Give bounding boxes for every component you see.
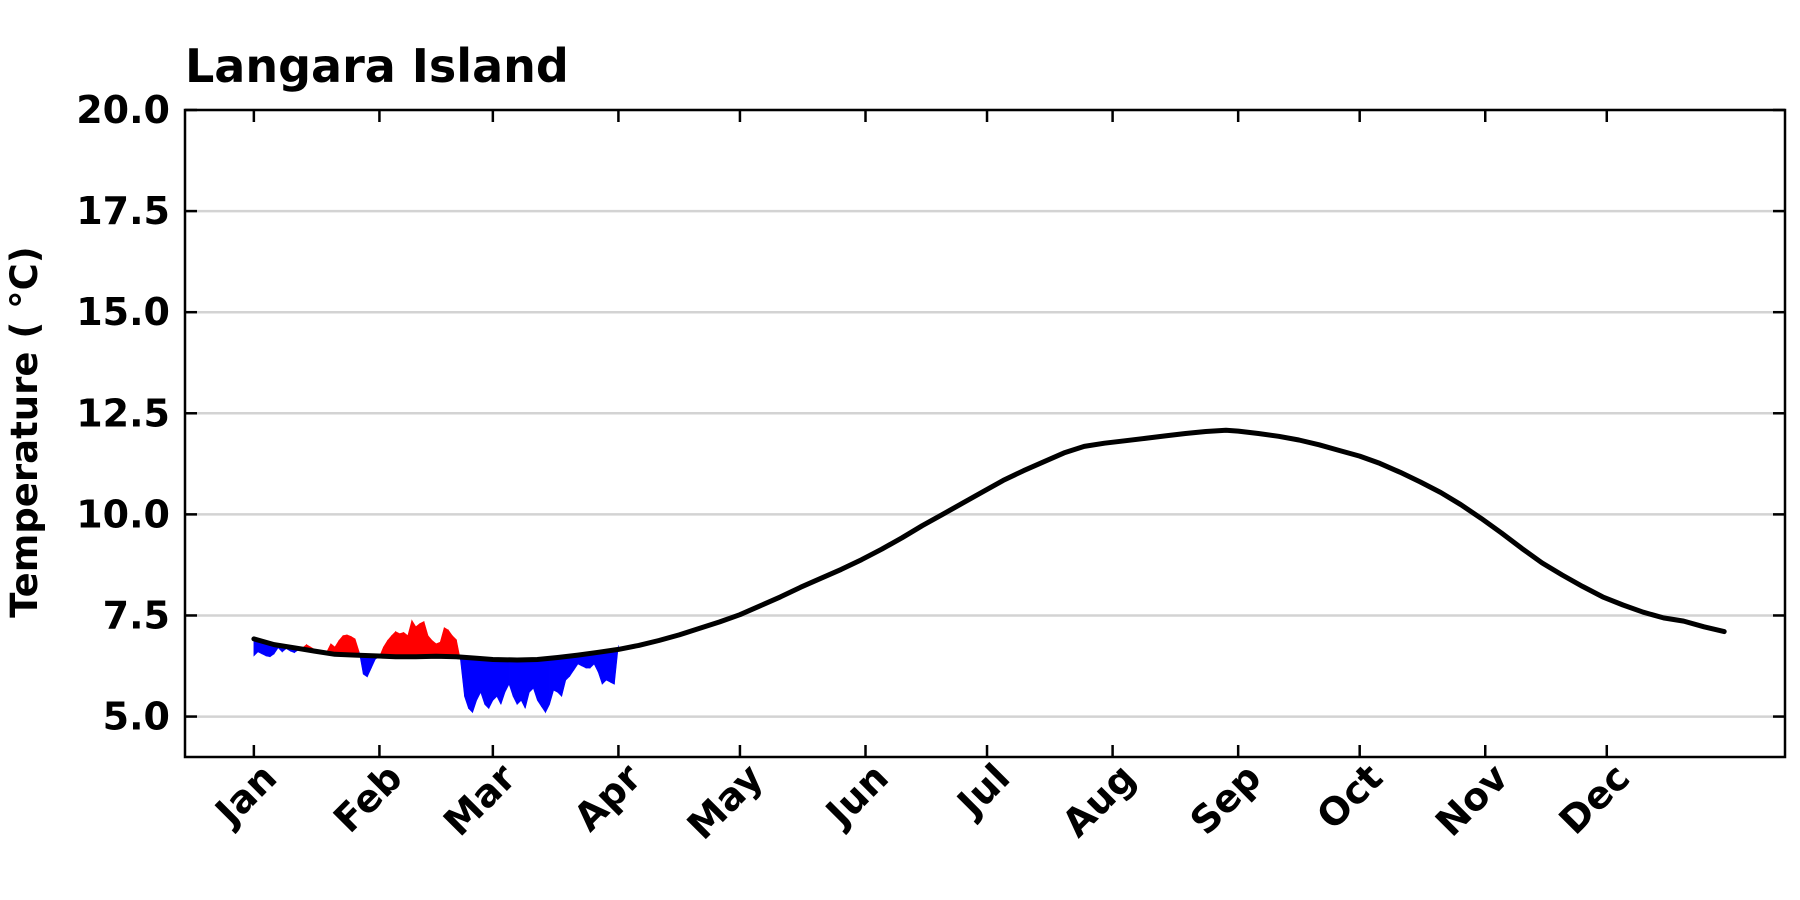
anomaly-below-segment: [561, 656, 567, 697]
anomaly-below-segment: [460, 656, 465, 697]
anomaly-above-segment: [342, 634, 348, 656]
anomaly-below-segment: [610, 649, 615, 685]
anomaly-above-segment: [423, 621, 429, 657]
x-tick-label: Dec: [1551, 755, 1639, 843]
anomaly-below-segment: [512, 659, 518, 705]
tick-marks: [185, 108, 1785, 757]
x-tick-labels: Jan Feb Mar Apr May Jun Jul Aug Sep Oct Nov Dec: [205, 755, 1638, 848]
x-tick-label: Jul: [947, 755, 1019, 827]
anomaly-below-segment: [557, 656, 563, 698]
anomaly-below-segment: [488, 658, 494, 709]
x-tick-label: Jan: [205, 755, 285, 835]
anomaly-below-segment: [524, 659, 530, 709]
anomaly-above-segment: [452, 634, 457, 658]
anomaly-below-segment: [565, 655, 571, 681]
anomaly-below-segment: [569, 655, 575, 678]
anomaly-above-segment: [403, 631, 409, 658]
anomaly-below-segment: [468, 657, 473, 714]
x-tick-label: Sep: [1182, 755, 1270, 843]
x-tick-label: Feb: [325, 755, 411, 841]
anomaly-below-segment: [504, 659, 510, 693]
anomaly-below-segment: [366, 655, 372, 678]
x-tick-label: Oct: [1308, 755, 1391, 838]
anomaly-below-segment: [476, 658, 481, 701]
anomaly-above-segment: [338, 634, 344, 655]
y-tick-label: 20.0: [76, 88, 170, 132]
y-tick-label: 12.5: [76, 391, 170, 435]
x-tick-label: Nov: [1427, 755, 1517, 845]
anomaly-above-segment: [439, 627, 445, 657]
climatology-group: [251, 427, 1727, 663]
x-tick-label: Mar: [435, 755, 524, 844]
anomaly-above-segment: [415, 622, 421, 658]
anomaly-above-segment: [443, 627, 449, 657]
anomaly-fills: [253, 619, 619, 714]
y-tick-labels: 5.0 7.5 10.0 12.5 15.0 17.5 20.0: [76, 88, 170, 739]
anomaly-below-segment: [492, 659, 498, 702]
anomaly-below-segment: [516, 659, 522, 706]
anomaly-below-segment: [597, 651, 603, 685]
y-tick-label: 10.0: [76, 492, 170, 536]
anomaly-above-segment: [411, 619, 417, 658]
anomaly-above-segment: [391, 630, 396, 658]
anomaly-below-segment: [533, 659, 538, 701]
x-tick-label: Aug: [1054, 755, 1144, 845]
anomaly-above-segment: [395, 631, 400, 658]
anomaly-below-segment: [480, 658, 486, 705]
anomaly-above-segment: [427, 634, 433, 657]
anomaly-below-segment: [537, 658, 542, 708]
y-tick-label: 5.0: [103, 695, 170, 739]
anomaly-above-segment: [346, 634, 352, 656]
anomaly-below-segment: [549, 657, 554, 705]
x-tick-label: Apr: [565, 755, 650, 840]
y-tick-label: 7.5: [103, 593, 170, 637]
anomaly-below-segment: [545, 658, 550, 713]
anomaly-above-segment: [447, 629, 453, 657]
plot-frame: [183, 108, 1787, 759]
climatology-line: [251, 427, 1727, 663]
anomaly-below-segment: [484, 658, 490, 710]
anomaly-below-segment: [500, 659, 506, 705]
anomaly-below-segment: [529, 659, 534, 694]
y-tick-label: 15.0: [76, 290, 170, 334]
anomaly-below-segment: [472, 657, 477, 713]
anomaly-below-segment: [362, 655, 368, 678]
anomaly-above-segment: [399, 632, 405, 658]
x-tick-label: Jun: [815, 755, 896, 836]
y-axis-label: Temperature ( °C): [3, 246, 46, 617]
anomaly-below-segment: [508, 659, 514, 697]
y-tick-label: 17.5: [76, 189, 170, 233]
x-tick-label: May: [679, 755, 772, 848]
chart-title: Langara Island: [185, 39, 569, 93]
anomaly-below-segment: [520, 659, 526, 709]
anomaly-below-segment: [553, 657, 558, 693]
anomaly-above-segment: [407, 620, 413, 658]
anomaly-below-segment: [496, 659, 502, 705]
anomaly-above-segment: [419, 621, 425, 657]
anomaly-above-segment: [350, 635, 356, 656]
anomaly-below-segment: [601, 650, 607, 685]
anomaly-above-segment: [387, 634, 392, 657]
anomaly-below-segment: [541, 658, 546, 714]
anomaly-below-segment: [464, 657, 469, 709]
anomaly-below-segment: [605, 650, 611, 683]
